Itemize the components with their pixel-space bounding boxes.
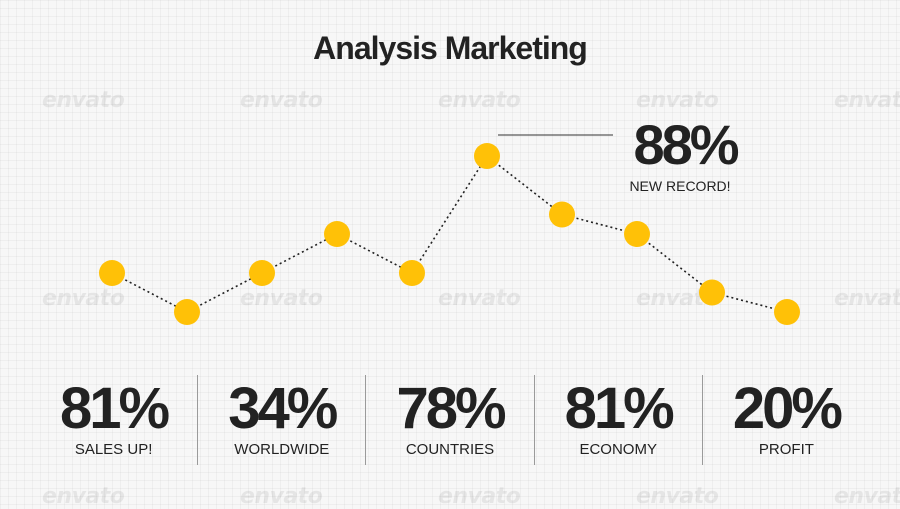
data-point [249,260,275,286]
series-segment [186,272,263,313]
data-point [774,299,800,325]
stat-label: WORLDWIDE [234,441,330,458]
stat-label: PROFIT [758,441,814,458]
data-point [699,279,725,306]
series-segment [636,233,713,294]
stat-label: COUNTRIES [405,441,495,458]
callout-value: 88% [633,113,739,176]
chart-series-line [111,155,788,313]
data-point [324,221,350,247]
stat-label: SALES UP! [74,441,153,458]
data-point [474,143,500,169]
stat-profit: 20% PROFIT [701,375,870,465]
series-segment [261,233,338,274]
data-point [624,221,650,247]
chart-points [99,143,800,325]
data-point [399,260,425,286]
stat-countries: 78% COUNTRIES [365,375,533,465]
series-segment [486,155,563,216]
stat-worldwide: 34% WORLDWIDE [197,375,365,465]
series-segment [336,233,413,274]
stat-value: 81% [564,376,675,441]
stat-value: 20% [732,376,843,441]
callout-label: NEW RECORD! [629,178,731,194]
data-point [174,299,200,325]
page-title: Analysis Marketing [313,30,588,66]
data-point [99,260,125,286]
stat-value: 34% [228,376,338,441]
stat-value: 81% [60,376,170,441]
stat-economy: 81% ECONOMY [533,375,702,465]
stats-row: 81% SALES UP! 34% WORLDWIDE 78% COUNTRIE… [30,375,870,465]
data-point [549,201,575,228]
series-segment [411,155,488,274]
stat-sales: 81% SALES UP! [30,375,197,465]
series-segment [111,272,188,313]
stat-label: ECONOMY [579,441,657,458]
stat-value: 78% [396,376,506,441]
